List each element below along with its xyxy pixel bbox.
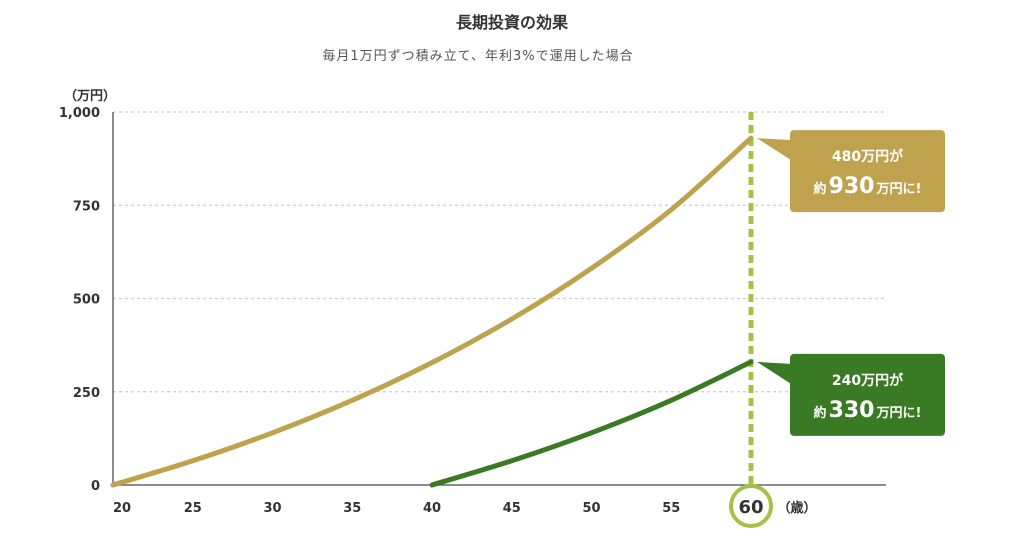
callout-value-1: 930: [829, 174, 875, 199]
x-tick-label-40: 40: [423, 501, 441, 516]
y-axis-unit: （万円）: [64, 88, 116, 104]
y-tick-label-500: 500: [73, 293, 100, 308]
callout-line1-2: 240万円が: [832, 372, 904, 389]
callout-pointer-2: [757, 361, 791, 384]
chart-title: 長期投資の効果: [456, 13, 568, 32]
highlight-age-circle: [729, 484, 773, 528]
highlight-age: 60 （歳）: [729, 112, 817, 528]
series-lines: [110, 135, 754, 488]
callout-line2-1: 約930 万円に!: [814, 174, 922, 199]
grid-lines: [113, 111, 886, 393]
highlight-age-label: 60: [738, 497, 763, 518]
callout-value-2: 330: [829, 398, 875, 423]
x-tick-label-55: 55: [662, 501, 680, 516]
callout-suffix-2: 万円に!: [876, 406, 922, 421]
callout-line1-1: 480万円が: [832, 148, 904, 165]
y-tick-label-250: 250: [73, 386, 100, 401]
callout-box-1: [790, 130, 945, 213]
x-tick-labels: 20 25 30 35 40 45 50 55: [113, 501, 680, 516]
y-tick-label-750: 750: [73, 199, 100, 214]
callout-pointer-1: [757, 138, 791, 161]
y-tick-label-1000: 1,000: [59, 106, 100, 121]
x-tick-label-30: 30: [263, 501, 281, 516]
x-tick-label-25: 25: [184, 501, 202, 516]
x-tick-label-20: 20: [113, 501, 131, 516]
series-line-2: [429, 359, 754, 488]
callout-line2-2: 約330 万円に!: [814, 398, 922, 423]
callout-prefix-2: 約: [814, 405, 827, 421]
callout-suffix-1: 万円に!: [876, 182, 922, 197]
callout-prefix-1: 約: [814, 181, 827, 197]
chart-subtitle: 毎月1万円ずつ積み立て、年利3%で運用した場合: [322, 48, 633, 64]
x-tick-label-45: 45: [503, 501, 521, 516]
x-axis-unit: （歳）: [777, 500, 816, 516]
series-line-1: [110, 135, 754, 488]
x-tick-label-50: 50: [582, 501, 600, 516]
y-tick-label-0: 0: [91, 479, 100, 494]
x-tick-label-35: 35: [343, 501, 361, 516]
y-tick-labels: 0 250 500 750 1,000: [59, 106, 100, 494]
callout-box-2: [790, 353, 945, 436]
